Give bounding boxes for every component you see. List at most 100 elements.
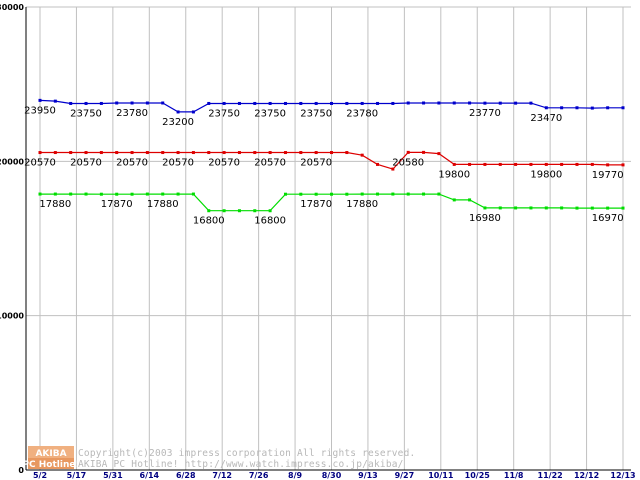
data-label: 23780 — [346, 108, 378, 119]
data-point — [575, 162, 579, 166]
data-point — [514, 206, 518, 210]
logo-box-top — [28, 446, 74, 458]
data-point — [406, 150, 410, 154]
data-point — [575, 206, 579, 210]
data-point — [422, 150, 426, 154]
data-point — [161, 101, 165, 105]
data-point — [621, 206, 625, 210]
data-label: 23770 — [469, 108, 501, 119]
data-point — [237, 151, 241, 155]
series-layer — [38, 98, 625, 213]
data-point — [69, 101, 73, 105]
data-label: 20570 — [116, 158, 148, 169]
data-point — [38, 192, 42, 196]
data-point — [544, 162, 548, 166]
data-label: 20580 — [392, 157, 424, 168]
data-point — [529, 206, 533, 210]
data-point — [606, 106, 610, 110]
data-point — [330, 101, 333, 105]
data-point — [468, 162, 472, 166]
data-point — [590, 206, 594, 210]
data-point — [376, 192, 380, 196]
data-point — [176, 151, 180, 155]
data-point — [299, 151, 303, 155]
data-point — [161, 151, 165, 155]
copyright-text: Copyright(c)2003 impress corporation All… — [78, 448, 415, 459]
data-point — [268, 101, 272, 105]
data-point — [268, 209, 272, 213]
data-point — [314, 101, 318, 105]
data-point — [145, 192, 149, 196]
data-point — [207, 151, 211, 155]
data-point — [283, 192, 287, 196]
logo-box-bottom — [28, 458, 74, 469]
data-point — [560, 162, 564, 166]
data-point — [437, 152, 441, 156]
data-label: 17880 — [147, 199, 179, 210]
x-tick-label: 5/31 — [103, 471, 123, 480]
data-point — [69, 151, 73, 155]
y-tick-label: 30000 — [0, 3, 24, 12]
data-point — [84, 101, 88, 105]
data-point — [191, 110, 195, 114]
data-point — [330, 192, 333, 196]
data-point — [452, 198, 456, 202]
data-point — [53, 151, 57, 155]
data-point — [191, 151, 195, 155]
x-tick-label: 8/9 — [288, 471, 302, 480]
data-point — [314, 151, 318, 155]
data-label: 20570 — [70, 158, 102, 169]
x-tick-label: 6/28 — [176, 471, 196, 480]
data-point — [176, 192, 180, 196]
data-label: 16800 — [193, 216, 225, 227]
data-point — [53, 99, 57, 103]
x-tick-label: 7/12 — [212, 471, 232, 480]
data-point — [544, 106, 548, 110]
data-point — [391, 192, 395, 196]
x-tick-label: 9/27 — [395, 471, 415, 480]
site-text: AKIBA PC Hotline! http://www.watch.impre… — [78, 459, 404, 470]
data-point — [345, 101, 349, 105]
data-point — [560, 106, 564, 110]
logo-bottom-text: PC Hotline! — [22, 460, 79, 470]
data-point — [422, 101, 426, 105]
data-point — [590, 106, 594, 110]
data-point — [330, 151, 333, 155]
data-point — [115, 101, 119, 105]
data-point — [437, 192, 441, 196]
data-point — [498, 206, 502, 210]
data-point — [53, 192, 57, 196]
data-point — [84, 192, 88, 196]
data-point — [544, 206, 548, 210]
data-point — [606, 206, 610, 210]
y-tick-label: 20000 — [0, 157, 24, 166]
data-point — [222, 151, 226, 155]
data-label: 20570 — [24, 158, 56, 169]
data-labels: 23950 23750 23780 23200 23750 23750 23750 23780… — [24, 105, 623, 226]
data-point — [130, 192, 134, 196]
data-point — [468, 101, 472, 105]
logo-top-text: AKIBA — [35, 449, 66, 459]
data-label: 16970 — [592, 213, 624, 224]
data-point — [529, 101, 533, 105]
data-point — [406, 192, 410, 196]
data-label: 20570 — [162, 158, 194, 169]
data-label: 23200 — [162, 117, 194, 128]
data-point — [207, 209, 211, 213]
data-point — [406, 101, 410, 105]
data-point — [529, 162, 533, 166]
data-label: 19800 — [530, 169, 562, 180]
data-point — [283, 151, 287, 155]
y-tick-label: 0 — [18, 466, 24, 475]
data-point — [345, 192, 349, 196]
data-point — [483, 162, 487, 166]
x-tick-label: 11/22 — [538, 471, 563, 480]
data-label: 16800 — [254, 216, 286, 227]
data-point — [237, 209, 241, 213]
x-tick-label: 12/12 — [574, 471, 599, 480]
data-point — [84, 151, 88, 155]
data-point — [38, 98, 42, 102]
data-point — [514, 162, 518, 166]
data-point — [99, 192, 103, 196]
data-point — [191, 192, 195, 196]
